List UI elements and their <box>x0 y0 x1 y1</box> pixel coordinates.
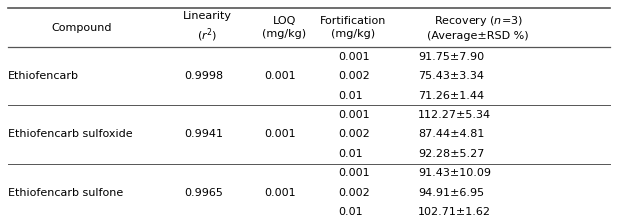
Text: 87.44±4.81: 87.44±4.81 <box>418 129 485 140</box>
Text: 91.75±7.90: 91.75±7.90 <box>418 52 484 62</box>
Text: 92.28±5.27: 92.28±5.27 <box>418 149 485 159</box>
Text: 0.002: 0.002 <box>338 71 370 81</box>
Text: 0.001: 0.001 <box>338 168 370 178</box>
Text: 94.91±6.95: 94.91±6.95 <box>418 187 484 198</box>
Text: 91.43±10.09: 91.43±10.09 <box>418 168 491 178</box>
Text: 112.27±5.34: 112.27±5.34 <box>418 110 491 120</box>
Text: 75.43±3.34: 75.43±3.34 <box>418 71 484 81</box>
Text: 0.001: 0.001 <box>264 71 296 81</box>
Text: 0.001: 0.001 <box>264 187 296 198</box>
Text: 0.001: 0.001 <box>338 110 370 120</box>
Text: 0.9998: 0.9998 <box>184 71 223 81</box>
Text: Ethiofencarb sulfone: Ethiofencarb sulfone <box>7 187 123 198</box>
Text: 0.002: 0.002 <box>338 129 370 140</box>
Text: Linearity
($r^2$): Linearity ($r^2$) <box>183 11 232 44</box>
Text: 0.002: 0.002 <box>338 187 370 198</box>
Text: 0.01: 0.01 <box>338 149 363 159</box>
Text: 0.01: 0.01 <box>338 91 363 101</box>
Text: 102.71±1.62: 102.71±1.62 <box>418 207 491 217</box>
Text: 0.9941: 0.9941 <box>184 129 223 140</box>
Text: Fortification
(mg/kg): Fortification (mg/kg) <box>320 16 386 39</box>
Text: 71.26±1.44: 71.26±1.44 <box>418 91 484 101</box>
Text: 0.001: 0.001 <box>338 52 370 62</box>
Text: LOQ
(mg/kg): LOQ (mg/kg) <box>262 16 307 39</box>
Text: 0.01: 0.01 <box>338 207 363 217</box>
Text: Ethiofencarb: Ethiofencarb <box>7 71 78 81</box>
Text: 0.9965: 0.9965 <box>184 187 223 198</box>
Text: 0.001: 0.001 <box>264 129 296 140</box>
Text: Ethiofencarb sulfoxide: Ethiofencarb sulfoxide <box>7 129 132 140</box>
Text: Compound: Compound <box>51 23 112 33</box>
Text: Recovery ($n$=3)
(Average±RSD %): Recovery ($n$=3) (Average±RSD %) <box>428 14 529 41</box>
